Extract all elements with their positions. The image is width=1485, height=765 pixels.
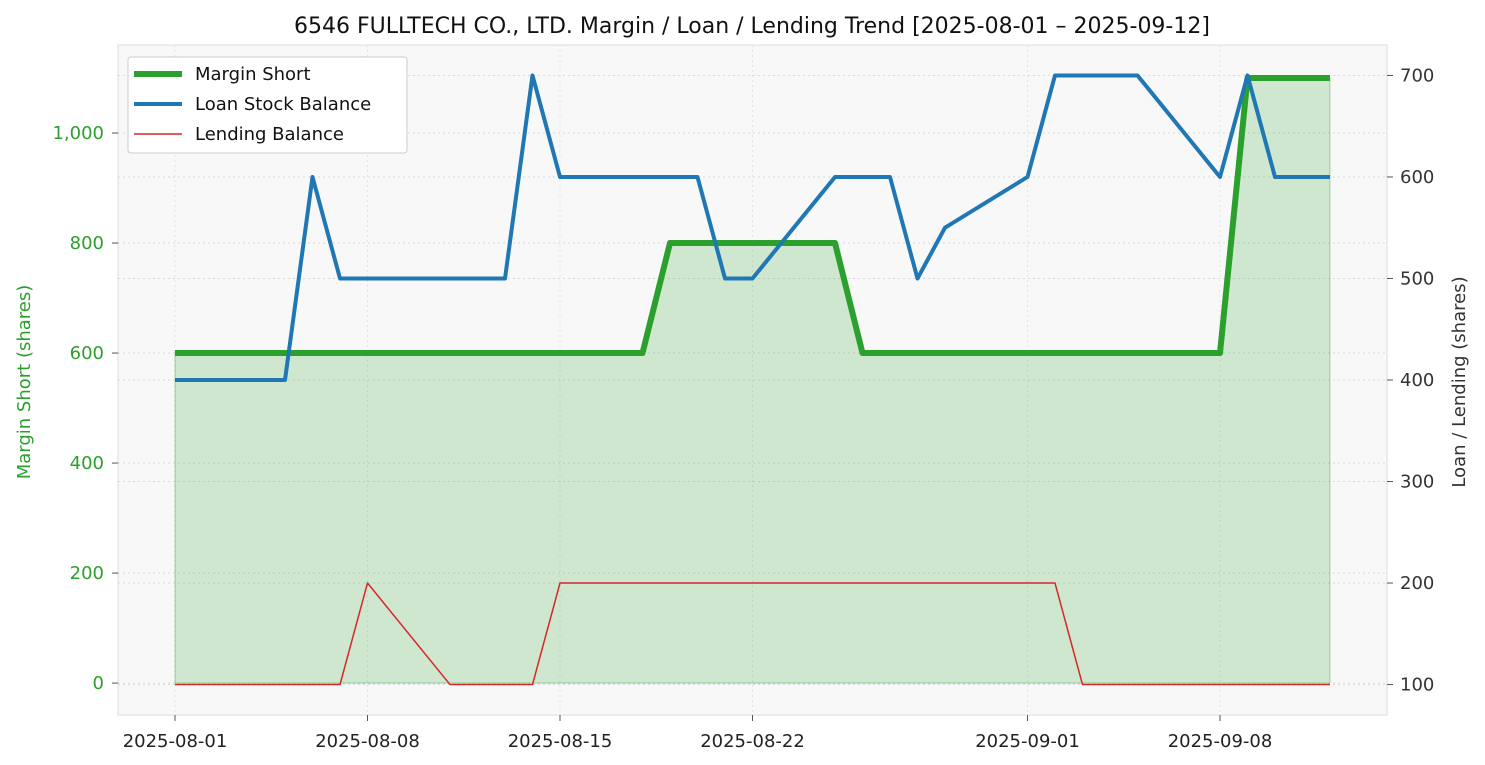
right-tick-label: 500 <box>1400 268 1434 289</box>
legend-label-loan-stock-balance: Loan Stock Balance <box>195 94 371 115</box>
left-tick-label: 400 <box>70 453 104 474</box>
x-tick-label: 2025-09-08 <box>1168 731 1273 752</box>
left-tick-label: 200 <box>70 563 104 584</box>
margin-short-line <box>175 75 1330 357</box>
right-axis: 100 200 300 400 500 600 700 <box>1387 65 1434 696</box>
x-tick-label: 2025-08-08 <box>315 731 420 752</box>
right-tick-label: 700 <box>1400 65 1434 86</box>
right-tick-label: 600 <box>1400 167 1434 188</box>
right-tick-label: 200 <box>1400 573 1434 594</box>
right-axis-label: Loan / Lending (shares) <box>1449 276 1470 487</box>
left-axis-label: Margin Short (shares) <box>14 285 35 480</box>
right-tick-label: 400 <box>1400 370 1434 391</box>
legend-label-margin-short: Margin Short <box>195 64 311 85</box>
left-axis: 0 200 400 600 800 1,000 <box>52 123 118 694</box>
legend-box <box>127 56 408 154</box>
left-tick-label: 600 <box>70 343 104 364</box>
x-tick-label: 2025-09-01 <box>975 731 1080 752</box>
lending-balance-line <box>175 582 1330 686</box>
left-tick-label: 1,000 <box>52 123 104 144</box>
x-tick-label: 2025-08-01 <box>123 731 228 752</box>
legend-label-lending-balance: Lending Balance <box>195 124 344 145</box>
right-tick-label: 100 <box>1400 675 1434 696</box>
legend: Margin Short Loan Stock Balance Lending … <box>127 56 408 154</box>
x-tick-label: 2025-08-22 <box>700 731 805 752</box>
x-tick-label: 2025-08-15 <box>508 731 613 752</box>
right-tick-label: 300 <box>1400 472 1434 493</box>
left-tick-label: 0 <box>93 673 104 694</box>
loan-stock-balance-line <box>175 73 1330 382</box>
series-lines <box>175 73 1330 686</box>
x-axis: 2025-08-01 2025-08-08 2025-08-15 2025-08-22… <box>123 715 1273 752</box>
chart-title: 6546 FULLTECH CO., LTD. Margin / Loan / … <box>294 14 1210 39</box>
left-tick-label: 800 <box>70 233 104 254</box>
